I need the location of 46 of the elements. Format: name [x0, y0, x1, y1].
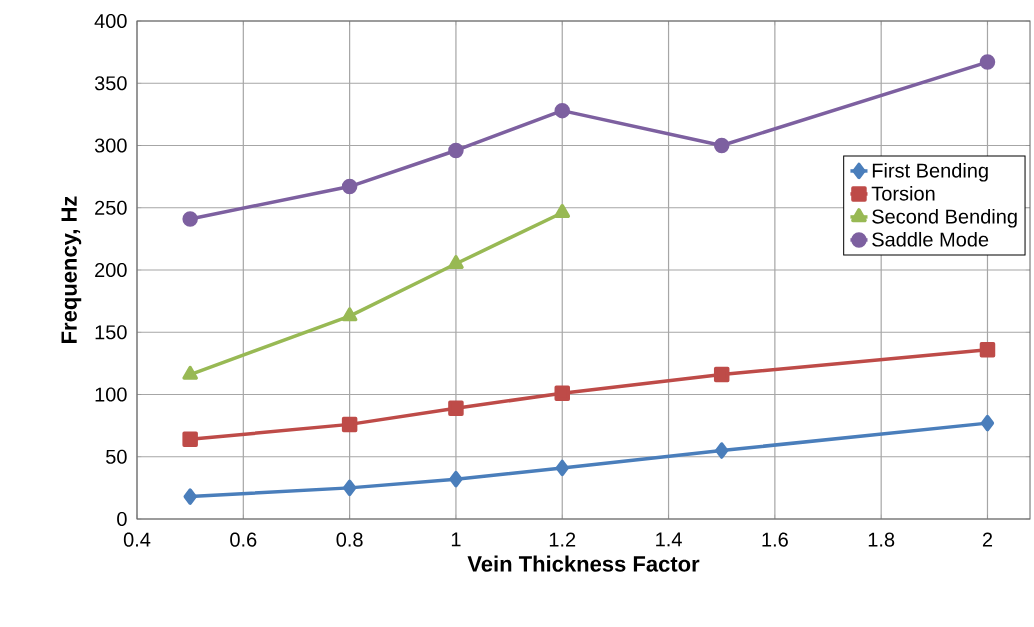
point	[183, 488, 197, 505]
point	[554, 102, 570, 119]
y-tick-label: 0	[117, 511, 127, 527]
point	[979, 54, 996, 70]
x-tick-label: 1.4	[656, 532, 682, 547]
point	[555, 459, 569, 477]
point	[182, 365, 198, 380]
point	[554, 203, 571, 218]
y-tick-label: 350	[94, 76, 127, 91]
point	[449, 470, 463, 488]
point	[448, 255, 464, 270]
x-tick-label: 0.6	[230, 532, 257, 547]
x-tick-label: 1.6	[762, 532, 788, 547]
legend-label: Saddle Mode	[872, 231, 989, 247]
point	[448, 142, 464, 159]
y-tick-label: 200	[95, 262, 127, 278]
point	[343, 479, 357, 497]
point	[341, 307, 358, 322]
y-tick-label: 50	[106, 449, 127, 464]
y-tick-label: 400	[94, 13, 127, 29]
point	[341, 178, 358, 195]
x-axis-title: Vein Thickness Factor	[467, 555, 700, 572]
legend-label: Torsion	[871, 185, 935, 201]
x-tick-label: 1.8	[868, 532, 895, 547]
point	[341, 416, 358, 433]
point	[713, 137, 730, 154]
y-axis-title: Frequency, Hz	[61, 196, 82, 343]
x-tick-label: 0.4	[123, 532, 151, 547]
x-tick-label: 0.8	[336, 532, 363, 547]
point	[448, 400, 464, 416]
point	[182, 431, 198, 448]
y-tick-label: 100	[95, 387, 127, 402]
x-tick-label: 1	[451, 532, 461, 547]
legend-label: Second Bending	[872, 208, 1017, 228]
point	[713, 366, 730, 383]
point	[979, 341, 996, 358]
point	[182, 211, 198, 227]
x-tick-label: 2	[982, 532, 993, 547]
legend-label: First Bending	[872, 162, 988, 182]
point	[554, 385, 570, 402]
y-tick-label: 150	[95, 325, 127, 340]
y-tick-label: 300	[94, 138, 127, 153]
point	[980, 414, 995, 432]
x-tick-label: 1.2	[549, 532, 576, 547]
y-tick-label: 250	[95, 200, 127, 215]
point	[715, 442, 729, 459]
